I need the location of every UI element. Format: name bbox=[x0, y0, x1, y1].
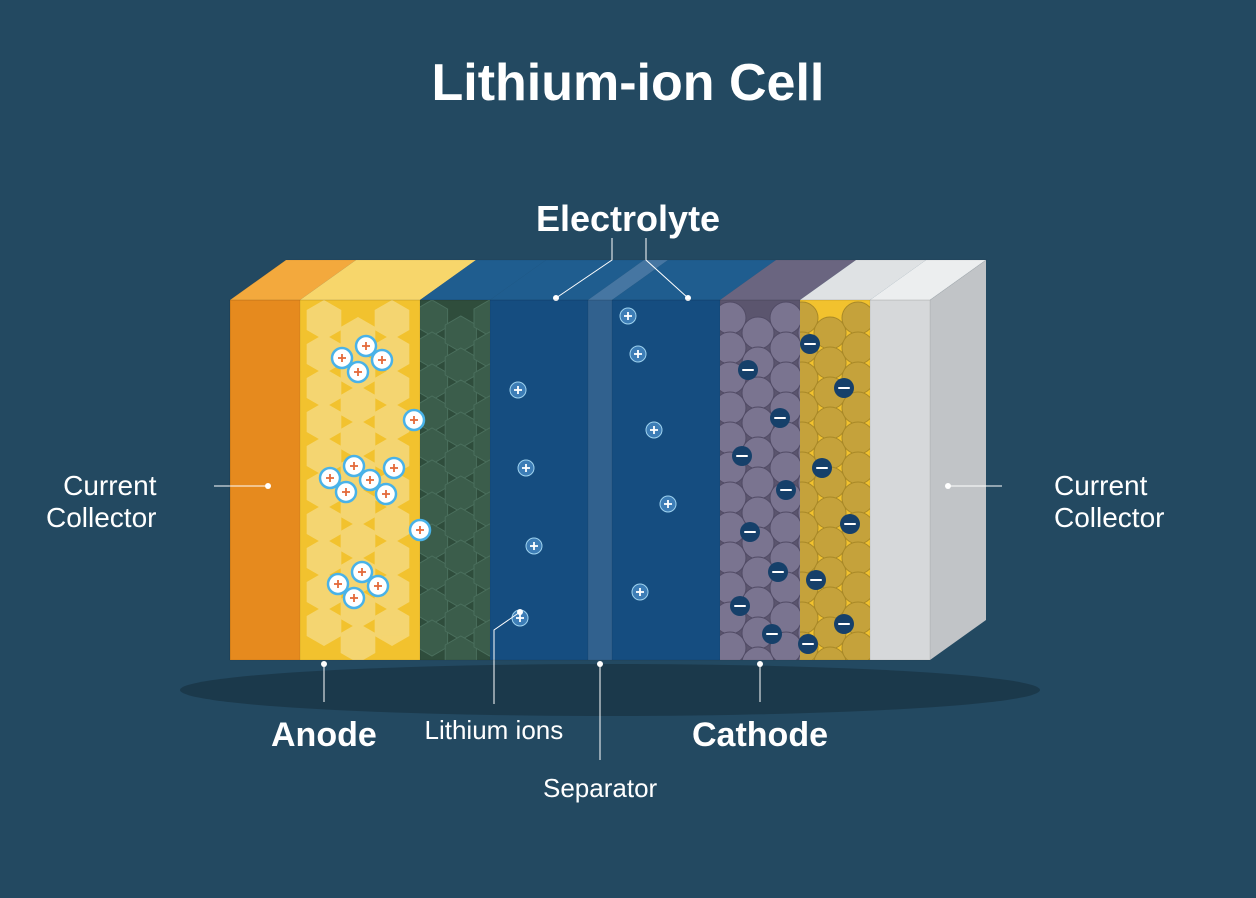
electrolyte-label: Electrolyte bbox=[536, 198, 720, 239]
title: Lithium-ion Cell bbox=[432, 54, 825, 114]
current-collector-right-label: Current Collector bbox=[1054, 470, 1164, 534]
current-collector-left-label: Current Collector bbox=[46, 470, 156, 534]
diagram-canvas bbox=[0, 0, 1256, 898]
lithium-ions-label: Lithium ions bbox=[425, 716, 564, 746]
anode-label: Anode bbox=[271, 716, 377, 755]
separator-label: Separator bbox=[543, 774, 657, 804]
cathode-label: Cathode bbox=[692, 716, 828, 755]
